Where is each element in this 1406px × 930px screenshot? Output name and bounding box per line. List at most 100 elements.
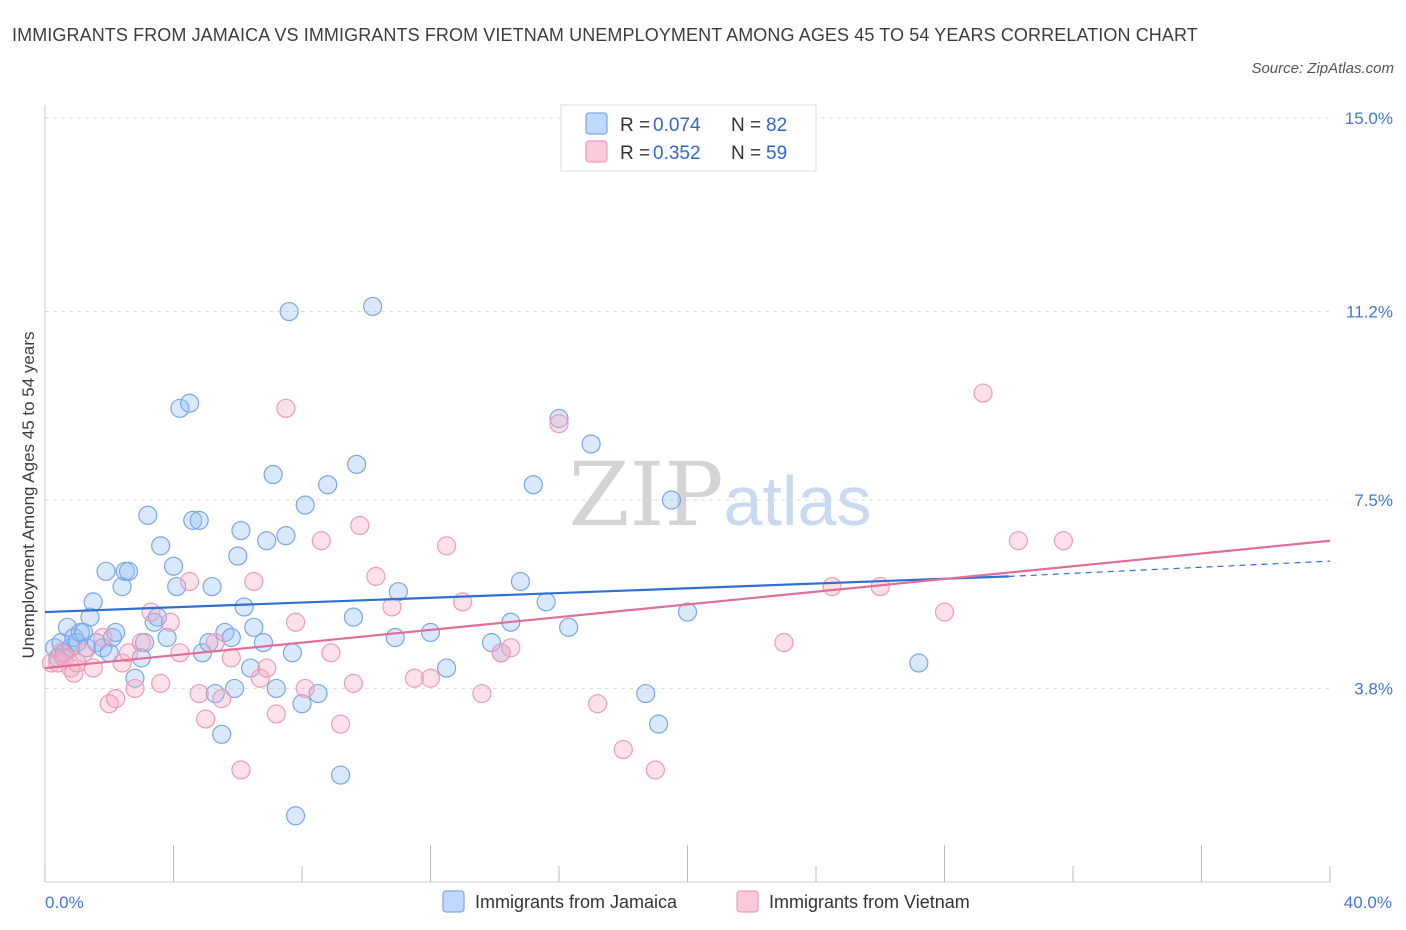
point-jamaica-65 <box>385 627 405 648</box>
series-legend: Immigrants from Jamaica Immigrants from … <box>442 890 970 913</box>
point-jamaica-62 <box>343 607 363 627</box>
point-vietnam-33 <box>295 678 315 699</box>
legend-n-value-jamaica: 82 <box>766 115 787 136</box>
point-jamaica-49 <box>253 633 274 653</box>
point-jamaica-11 <box>80 607 100 627</box>
point-jamaica-79 <box>648 714 669 734</box>
point-vietnam-43 <box>436 536 457 556</box>
legend-swatch-vietnam <box>585 140 608 163</box>
point-jamaica-18 <box>106 622 126 643</box>
point-vietnam-39 <box>366 566 386 587</box>
watermark-zip: ZIP <box>569 443 724 546</box>
bottom-legend-label-vietnam: Immigrants from Vietnam <box>769 892 970 912</box>
point-vietnam-21 <box>189 683 209 704</box>
point-vietnam-28 <box>250 668 270 688</box>
point-jamaica-58 <box>295 495 315 515</box>
point-vietnam-36 <box>330 714 351 734</box>
trend-lines <box>44 539 1331 670</box>
x-tick-label-min: 0.0% <box>45 893 84 912</box>
y-tick-labels: 3.8% 7.5% 11.2% 15.0% <box>1345 109 1393 698</box>
point-jamaica-53 <box>276 526 296 546</box>
point-jamaica-60 <box>318 475 338 495</box>
point-jamaica-59 <box>308 683 328 704</box>
point-jamaica-15 <box>96 561 116 581</box>
point-vietnam-32 <box>285 612 306 632</box>
point-jamaica-10 <box>77 638 97 658</box>
bottom-legend-label-jamaica: Immigrants from Jamaica <box>475 892 678 912</box>
point-jamaica-68 <box>436 658 457 678</box>
point-jamaica-56 <box>285 806 306 826</box>
point-jamaica-31 <box>167 576 187 597</box>
point-jamaica-14 <box>93 638 113 658</box>
chart-title: IMMIGRANTS FROM JAMAICA VS IMMIGRANTS FR… <box>12 25 1198 45</box>
point-vietnam-16 <box>141 602 161 622</box>
point-vietnam-24 <box>212 689 232 709</box>
point-vietnam-52 <box>774 633 794 653</box>
trend-line-vietnam <box>44 539 1331 670</box>
bottom-legend-swatch-jamaica <box>442 890 465 913</box>
watermark: ZIPatlas <box>569 443 872 546</box>
point-jamaica-74 <box>536 592 556 612</box>
point-jamaica-40 <box>212 724 232 744</box>
point-jamaica-61 <box>330 765 351 785</box>
point-vietnam-4 <box>61 658 81 678</box>
point-vietnam-53 <box>822 576 842 597</box>
x-tick-label-max: 40.0% <box>1344 893 1392 912</box>
point-jamaica-47 <box>241 658 261 678</box>
point-vietnam-50 <box>613 739 633 760</box>
point-jamaica-64 <box>363 296 383 317</box>
watermark-atlas: atlas <box>724 462 872 540</box>
point-jamaica-52 <box>266 678 286 699</box>
point-jamaica-33 <box>179 393 200 413</box>
point-jamaica-25 <box>138 505 158 525</box>
legend-swatch-jamaica <box>585 112 608 135</box>
point-jamaica-6 <box>64 627 84 648</box>
point-jamaica-77 <box>581 434 601 454</box>
point-vietnam-19 <box>170 643 190 663</box>
point-jamaica-48 <box>244 617 264 637</box>
point-jamaica-45 <box>231 520 251 541</box>
point-vietnam-12 <box>112 653 132 673</box>
point-jamaica-44 <box>228 546 248 566</box>
point-vietnam-9 <box>93 627 113 648</box>
point-vietnam-48 <box>549 414 569 434</box>
point-jamaica-80 <box>661 490 682 510</box>
point-vietnam-46 <box>491 643 511 663</box>
point-jamaica-73 <box>523 475 543 495</box>
point-jamaica-43 <box>224 678 245 699</box>
correlation-legend: R = 0.074 N = 82 R = 0.352 N = 59 <box>560 104 817 172</box>
point-jamaica-17 <box>102 627 123 648</box>
legend-r-label-jamaica: R = <box>620 115 650 136</box>
point-vietnam-18 <box>160 612 180 632</box>
point-jamaica-35 <box>189 510 209 530</box>
point-jamaica-67 <box>420 622 441 643</box>
point-vietnam-15 <box>131 633 151 653</box>
axes <box>44 105 1331 883</box>
series-jamaica <box>45 296 929 826</box>
point-vietnam-14 <box>125 678 145 699</box>
point-jamaica-81 <box>677 602 698 622</box>
point-jamaica-82 <box>909 653 929 673</box>
point-vietnam-17 <box>151 673 171 693</box>
point-jamaica-76 <box>559 617 579 637</box>
legend-n-label-jamaica: N = <box>731 115 761 136</box>
data-points <box>41 296 1073 826</box>
point-vietnam-20 <box>179 571 200 592</box>
point-vietnam-41 <box>404 668 425 688</box>
trend-line-jamaica <box>44 575 1009 614</box>
point-jamaica-54 <box>279 301 299 322</box>
point-jamaica-75 <box>549 408 569 429</box>
point-jamaica-12 <box>83 592 103 612</box>
point-vietnam-26 <box>231 760 251 780</box>
point-jamaica-38 <box>202 576 222 597</box>
point-vietnam-51 <box>645 760 665 780</box>
point-vietnam-58 <box>1053 531 1073 551</box>
point-vietnam-11 <box>106 689 126 709</box>
point-jamaica-72 <box>510 571 531 592</box>
point-vietnam-49 <box>587 694 608 714</box>
point-jamaica-32 <box>170 398 190 418</box>
point-jamaica-22 <box>125 668 145 688</box>
point-jamaica-39 <box>205 683 225 704</box>
point-vietnam-47 <box>501 638 521 658</box>
